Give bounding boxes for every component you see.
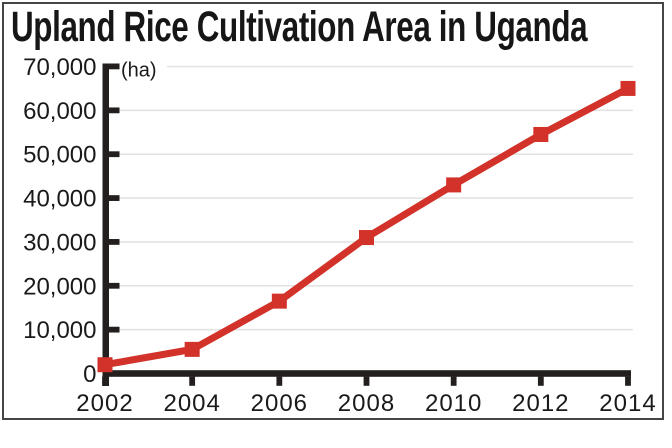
x-tick-label-2008: 2008 [338, 390, 395, 417]
x-tick-label-2012: 2012 [512, 390, 569, 417]
x-tick-2006 [276, 376, 283, 386]
y-tick-label-0: 0 [83, 361, 96, 388]
y-tick-label-20000: 20,000 [23, 273, 96, 300]
y-tick-label-30000: 30,000 [23, 229, 96, 256]
y-tick-30000 [102, 239, 120, 245]
x-tick-label-2004: 2004 [163, 390, 220, 417]
data-point-2002 [97, 357, 113, 373]
y-tick-60000 [102, 107, 120, 114]
y-tick-70000 [102, 63, 120, 70]
x-tick-2012 [537, 376, 544, 386]
x-tick-2008 [363, 376, 370, 386]
data-point-2004 [184, 341, 200, 357]
x-tick-2002 [102, 376, 108, 386]
data-point-2008 [359, 230, 374, 246]
x-tick-2010 [450, 376, 457, 386]
y-tick-40000 [102, 195, 120, 201]
data-point-2012 [533, 126, 549, 142]
data-point-2010 [446, 177, 462, 193]
y-tick-label-60000: 60,000 [23, 98, 96, 125]
y-tick-label-10000: 10,000 [23, 317, 96, 344]
x-tick-label-2010: 2010 [425, 390, 482, 417]
chart-frame [2, 2, 664, 420]
x-tick-2004 [189, 376, 196, 386]
data-line [104, 85, 630, 369]
unit-label: (ha) [121, 60, 157, 82]
data-point-2006 [271, 293, 287, 309]
x-tick-label-2006: 2006 [251, 390, 308, 417]
x-tick-label-2014: 2014 [599, 390, 656, 417]
x-axis-line [102, 370, 631, 377]
x-tick-label-2002: 2002 [76, 390, 133, 417]
y-tick-label-40000: 40,000 [23, 186, 96, 213]
chart-title: Upland Rice Cultivation Area in Uganda [11, 3, 588, 51]
y-tick-label-70000: 70,000 [23, 54, 96, 81]
y-axis-line [102, 63, 109, 386]
data-point-2014 [620, 80, 636, 96]
y-tick-20000 [102, 282, 120, 289]
x-tick-2014 [625, 376, 631, 386]
y-tick-label-50000: 50,000 [23, 142, 96, 169]
y-tick-10000 [102, 326, 120, 333]
y-tick-50000 [102, 151, 120, 158]
